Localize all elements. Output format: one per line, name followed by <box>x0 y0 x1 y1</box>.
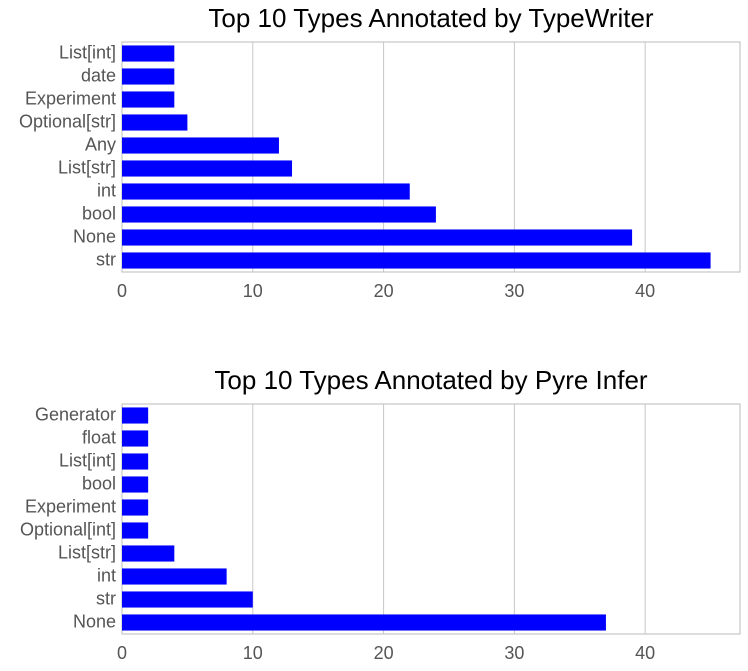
y-tick-label: List[int] <box>59 42 116 62</box>
x-tick-label: 30 <box>504 281 524 301</box>
y-tick-label: Experiment <box>25 88 116 108</box>
y-tick-label: bool <box>82 203 116 223</box>
bar <box>122 183 410 200</box>
x-tick-label: 20 <box>374 281 394 301</box>
bar <box>122 522 149 539</box>
plot-frame <box>121 41 741 273</box>
y-tick-label: None <box>73 611 116 631</box>
y-tick-label: Any <box>85 134 116 154</box>
bar <box>122 453 149 470</box>
x-tick-label: 10 <box>243 643 263 663</box>
bar <box>122 206 436 223</box>
y-tick-label: bool <box>82 473 116 493</box>
y-tick-label: Optional[int] <box>20 519 116 539</box>
bar <box>122 591 253 608</box>
bar <box>122 568 227 585</box>
y-tick-label: float <box>82 427 116 447</box>
y-tick-label: List[str] <box>58 157 116 177</box>
y-tick-label: str <box>96 249 116 269</box>
bar <box>122 45 175 62</box>
x-tick-label: 20 <box>374 643 394 663</box>
bar <box>122 68 175 85</box>
y-tick-label: int <box>97 180 116 200</box>
bar <box>122 252 711 269</box>
y-tick-label: date <box>81 65 116 85</box>
y-tick-label: str <box>96 588 116 608</box>
y-tick-label: None <box>73 226 116 246</box>
y-tick-label: List[str] <box>58 542 116 562</box>
bar <box>122 229 633 246</box>
bar <box>122 137 279 154</box>
bar <box>122 430 149 447</box>
x-tick-label: 0 <box>117 281 127 301</box>
x-tick-label: 40 <box>635 643 655 663</box>
y-tick-label: int <box>97 565 116 585</box>
chart-title: Top 10 Types Annotated by TypeWriter <box>208 3 654 33</box>
x-tick-label: 10 <box>243 281 263 301</box>
bar <box>122 160 293 177</box>
x-tick-label: 0 <box>117 643 127 663</box>
y-tick-label: List[int] <box>59 450 116 470</box>
bar <box>122 91 175 108</box>
bar <box>122 476 149 493</box>
bar <box>122 545 175 562</box>
y-tick-label: Experiment <box>25 496 116 516</box>
x-tick-label: 40 <box>635 281 655 301</box>
y-tick-label: Generator <box>35 404 116 424</box>
chart-title: Top 10 Types Annotated by Pyre Infer <box>214 365 647 395</box>
x-tick-label: 30 <box>504 643 524 663</box>
bar <box>122 407 149 424</box>
bar <box>122 499 149 516</box>
bar <box>122 114 188 131</box>
bar <box>122 614 606 631</box>
plot-frame <box>121 403 741 635</box>
y-tick-label: Optional[str] <box>19 111 116 131</box>
